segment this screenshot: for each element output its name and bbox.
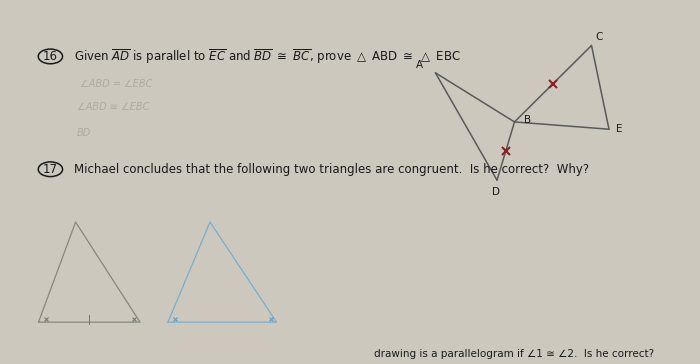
Text: drawing is a parallelogram if ∠1 ≅ ∠2.  Is he correct?: drawing is a parallelogram if ∠1 ≅ ∠2. I… (374, 349, 654, 359)
Text: ∠ABD = ∠EBC: ∠ABD = ∠EBC (80, 79, 153, 89)
Text: A: A (416, 60, 423, 70)
Text: 17: 17 (43, 163, 58, 176)
Text: Michael concludes that the following two triangles are congruent.  Is he correct: Michael concludes that the following two… (74, 163, 589, 176)
Text: B: B (524, 115, 531, 125)
Text: E: E (616, 124, 622, 134)
Text: 16: 16 (43, 50, 58, 63)
Text: Given $\overline{AD}$ is parallel to $\overline{EC}$ and $\overline{BD}$ $\cong$: Given $\overline{AD}$ is parallel to $\o… (74, 47, 461, 66)
Text: BD: BD (77, 128, 91, 138)
Text: C: C (595, 32, 603, 42)
Text: D: D (491, 187, 500, 197)
Text: ∠ABD ≅ ∠EBC: ∠ABD ≅ ∠EBC (77, 102, 149, 112)
